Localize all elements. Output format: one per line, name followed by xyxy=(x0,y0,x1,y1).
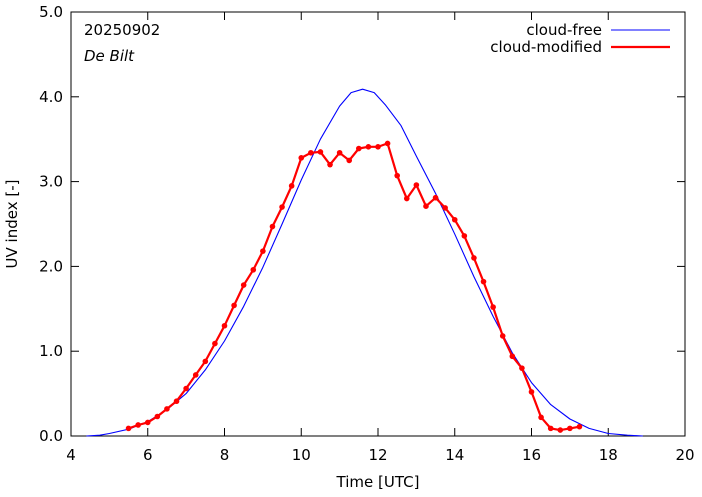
x-axis-title: Time [UTC] xyxy=(336,473,420,491)
y-axis-title: UV index [-] xyxy=(3,180,21,269)
data-point xyxy=(346,157,353,164)
legend: cloud-free cloud-modified xyxy=(490,21,670,56)
data-point xyxy=(567,425,573,432)
x-tick-label: 16 xyxy=(522,446,541,464)
data-point xyxy=(365,144,372,150)
y-axis: 0.0 1.0 2.0 3.0 4.0 5.0 xyxy=(39,3,685,445)
data-point xyxy=(461,233,468,239)
data-point xyxy=(576,423,583,430)
data-point xyxy=(317,149,324,155)
data-point xyxy=(490,304,496,310)
station-annotation: De Bilt xyxy=(84,47,135,65)
series-line-cloud-modified xyxy=(128,142,580,432)
data-point xyxy=(173,398,180,405)
data-point xyxy=(183,385,189,392)
data-point xyxy=(509,353,516,360)
data-point xyxy=(528,389,535,395)
data-point xyxy=(471,255,477,261)
data-point xyxy=(154,413,161,420)
x-tick-label: 18 xyxy=(599,446,618,464)
data-point xyxy=(403,195,410,202)
plot-frame xyxy=(70,11,686,437)
data-point xyxy=(221,322,228,329)
data-point xyxy=(240,282,247,288)
data-point xyxy=(260,248,266,254)
data-point xyxy=(499,333,506,339)
data-point xyxy=(250,266,257,273)
plot-border xyxy=(70,11,686,437)
data-point xyxy=(451,216,458,223)
y-tick-label: 1.0 xyxy=(39,342,63,360)
data-point xyxy=(192,372,199,378)
data-point xyxy=(231,302,237,309)
x-tick-label: 4 xyxy=(66,446,76,464)
x-tick-label: 14 xyxy=(445,446,464,464)
data-point xyxy=(135,422,141,428)
x-tick-label: 6 xyxy=(143,446,153,464)
data-point xyxy=(125,425,132,432)
legend-label-cloud-modified: cloud-modified xyxy=(490,38,602,56)
x-tick-label: 10 xyxy=(292,446,311,464)
data-point xyxy=(375,144,381,150)
x-tick-label: 20 xyxy=(675,446,694,464)
data-point xyxy=(202,358,209,365)
data-point xyxy=(279,204,285,210)
data-point xyxy=(327,161,333,168)
data-point xyxy=(384,140,391,147)
data-point xyxy=(212,340,218,347)
data-point xyxy=(432,194,439,201)
y-tick-label: 4.0 xyxy=(39,88,63,106)
data-point xyxy=(308,149,314,156)
data-point xyxy=(538,414,544,421)
legend-label-cloud-free: cloud-free xyxy=(526,21,602,39)
data-point xyxy=(288,183,295,189)
data-point xyxy=(519,365,525,371)
data-point xyxy=(356,145,362,152)
series-layer xyxy=(86,88,643,437)
data-point xyxy=(413,182,420,188)
series-line-cloud-free xyxy=(86,88,643,437)
data-point xyxy=(557,427,564,433)
data-point xyxy=(480,278,487,285)
y-tick-label: 3.0 xyxy=(39,173,63,191)
x-tick-label: 12 xyxy=(368,446,387,464)
data-point xyxy=(298,155,305,161)
data-point xyxy=(547,425,554,432)
y-tick-label: 5.0 xyxy=(39,3,63,21)
x-tick-label: 8 xyxy=(220,446,230,464)
y-tick-label: 2.0 xyxy=(39,257,63,275)
date-annotation: 20250902 xyxy=(84,21,160,39)
data-point xyxy=(144,419,151,426)
data-point xyxy=(336,149,343,156)
data-point xyxy=(394,172,400,179)
data-point xyxy=(423,203,429,209)
data-point xyxy=(442,205,448,211)
y-tick-label: 0.0 xyxy=(39,427,63,445)
x-axis: 4 6 8 10 12 14 16 18 20 xyxy=(66,12,695,464)
data-point xyxy=(164,406,170,412)
data-point xyxy=(269,223,276,230)
